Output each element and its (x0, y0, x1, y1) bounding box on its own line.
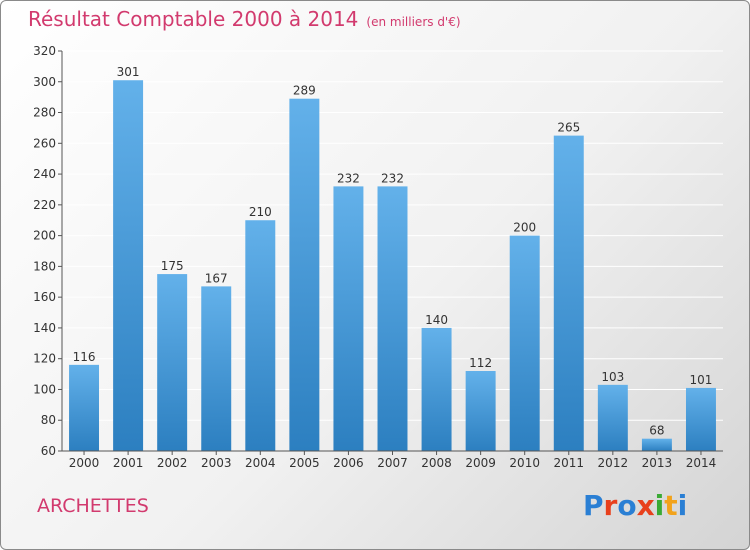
x-tick-label: 2009 (465, 456, 496, 470)
x-tick-label: 2008 (421, 456, 452, 470)
x-tick-label: 2002 (157, 456, 188, 470)
logo-letter: t (664, 489, 678, 522)
logo-letter: i (654, 489, 665, 522)
bar-value-label: 289 (293, 84, 316, 98)
bar-value-label: 232 (337, 171, 360, 185)
bar-2007 (377, 186, 408, 451)
y-tick-label: 180 (33, 259, 56, 273)
city-name: ARCHETTES (37, 495, 149, 517)
x-tick-label: 2005 (289, 456, 320, 470)
logo-letter: r (603, 489, 618, 522)
x-tick-label: 2004 (245, 456, 276, 470)
x-tick-label: 2007 (377, 456, 408, 470)
bar-2012 (597, 384, 628, 451)
logo-letter: P (583, 489, 604, 522)
y-tick-label: 160 (33, 290, 56, 304)
y-tick-label: 140 (33, 321, 56, 335)
logo-letter: x (636, 489, 655, 522)
bar-value-label: 167 (205, 271, 228, 285)
bar-2006 (333, 186, 364, 451)
bar-value-label: 103 (601, 370, 624, 384)
logo-letter: o (617, 489, 637, 522)
x-tick-label: 2012 (598, 456, 629, 470)
bar-value-label: 200 (513, 221, 536, 235)
bar-2000 (69, 364, 100, 451)
x-tick-label: 2006 (333, 456, 364, 470)
bar-2011 (553, 135, 584, 451)
y-tick-label: 320 (33, 44, 56, 58)
axes: 60 80 100 120 140 160 180 200 220 240 260 280 300 320… (33, 44, 723, 470)
bar-2013 (641, 438, 672, 451)
bar-2004 (245, 220, 276, 451)
x-tick-label: 2003 (201, 456, 232, 470)
bar-value-label: 232 (381, 171, 404, 185)
y-tick-label: 240 (33, 167, 56, 181)
bar-2002 (157, 274, 188, 451)
y-tick-label: 120 (33, 352, 56, 366)
bar-2003 (201, 286, 232, 451)
bar-2005 (289, 98, 320, 451)
y-tick-label: 100 (33, 382, 56, 396)
x-tick-label: 2010 (509, 456, 540, 470)
x-tick-label: 2013 (642, 456, 673, 470)
proxiti-logo: Proxiti (583, 489, 687, 522)
chart-title-text: Résultat Comptable 2000 à 2014 (28, 7, 359, 31)
y-tick-label: 260 (33, 136, 56, 150)
bar-2001 (113, 80, 144, 451)
bar-value-label: 210 (249, 205, 272, 219)
bar-value-label: 140 (425, 313, 448, 327)
bar-value-label: 265 (557, 121, 580, 135)
x-tick-label: 2011 (553, 456, 584, 470)
bar-value-label: 101 (690, 373, 713, 387)
x-tick-label: 2000 (69, 456, 100, 470)
y-tick-label: 220 (33, 198, 56, 212)
chart-title: Résultat Comptable 2000 à 2014 (en millie… (28, 7, 461, 31)
bar-value-label: 116 (73, 350, 96, 364)
bars: 116 301 175 167 210 289 232 232 140 112 200 265 103 6… (69, 65, 716, 451)
y-tick-label: 80 (41, 413, 56, 427)
bar-value-label: 112 (469, 356, 492, 370)
x-tick-label: 2001 (113, 456, 144, 470)
y-tick-label: 280 (33, 106, 56, 120)
x-tick-label: 2014 (686, 456, 717, 470)
y-tick-label: 300 (33, 75, 56, 89)
logo-letter: i (677, 489, 688, 522)
y-tick-label: 200 (33, 229, 56, 243)
bar-2014 (685, 387, 716, 451)
bar-value-label: 301 (117, 65, 140, 79)
y-tick-label: 60 (41, 444, 56, 458)
bar-value-label: 68 (649, 424, 664, 438)
bar-2009 (465, 371, 496, 451)
bar-2008 (421, 327, 452, 451)
bar-2010 (509, 235, 540, 451)
chart-subtitle: (en milliers d'€) (366, 15, 461, 29)
bar-value-label: 175 (161, 259, 184, 273)
